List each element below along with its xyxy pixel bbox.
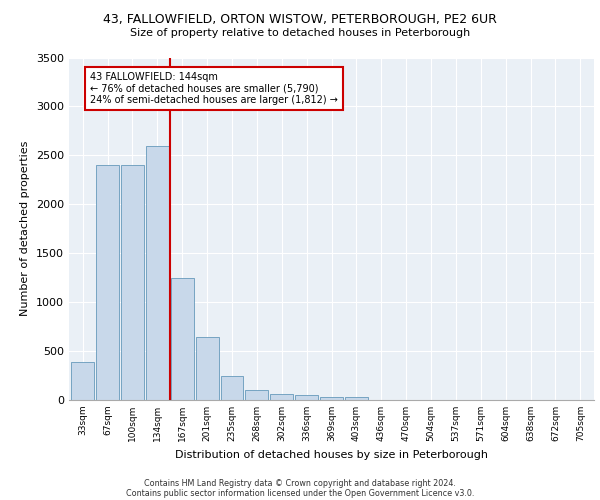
Bar bbox=[270, 394, 293, 400]
Bar bbox=[146, 146, 169, 400]
Bar bbox=[320, 397, 343, 400]
Bar bbox=[196, 338, 218, 400]
Bar bbox=[121, 165, 144, 400]
Text: 43, FALLOWFIELD, ORTON WISTOW, PETERBOROUGH, PE2 6UR: 43, FALLOWFIELD, ORTON WISTOW, PETERBORO… bbox=[103, 12, 497, 26]
X-axis label: Distribution of detached houses by size in Peterborough: Distribution of detached houses by size … bbox=[175, 450, 488, 460]
Bar bbox=[171, 278, 194, 400]
Text: Contains public sector information licensed under the Open Government Licence v3: Contains public sector information licen… bbox=[126, 488, 474, 498]
Bar bbox=[96, 165, 119, 400]
Text: Contains HM Land Registry data © Crown copyright and database right 2024.: Contains HM Land Registry data © Crown c… bbox=[144, 478, 456, 488]
Bar bbox=[345, 397, 368, 400]
Bar bbox=[71, 362, 94, 400]
Bar bbox=[221, 376, 244, 400]
Bar bbox=[295, 395, 318, 400]
Text: 43 FALLOWFIELD: 144sqm
← 76% of detached houses are smaller (5,790)
24% of semi-: 43 FALLOWFIELD: 144sqm ← 76% of detached… bbox=[90, 72, 338, 106]
Bar bbox=[245, 390, 268, 400]
Text: Size of property relative to detached houses in Peterborough: Size of property relative to detached ho… bbox=[130, 28, 470, 38]
Y-axis label: Number of detached properties: Number of detached properties bbox=[20, 141, 31, 316]
